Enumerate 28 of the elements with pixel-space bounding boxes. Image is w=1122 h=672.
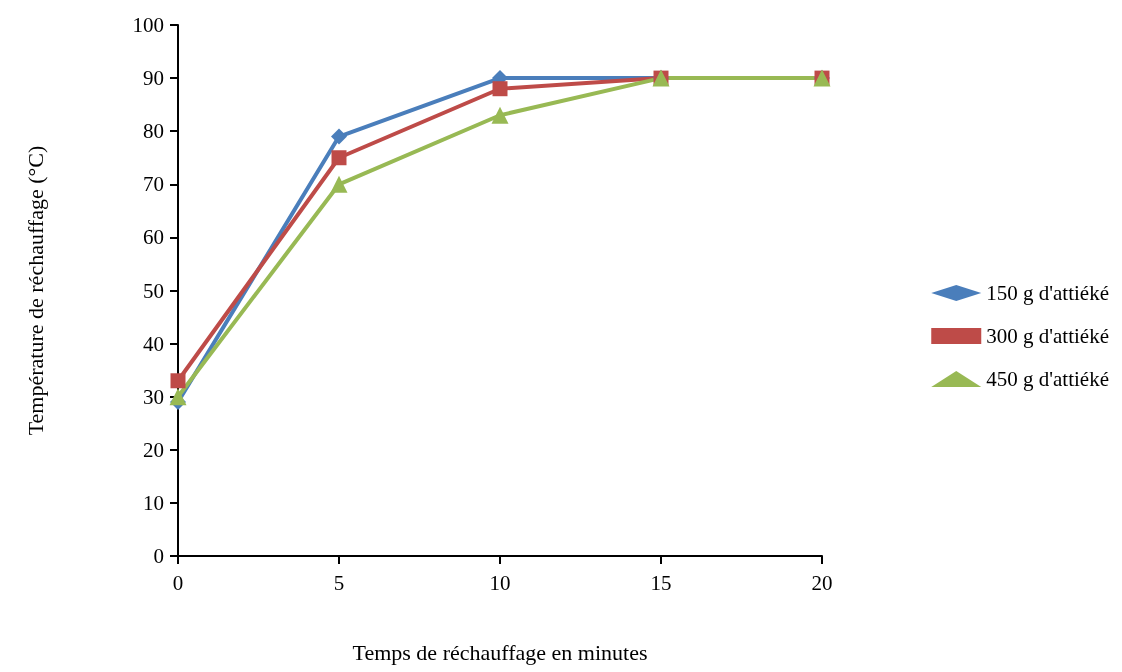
point <box>331 128 347 145</box>
point <box>169 388 187 406</box>
x-tick-label: 15 <box>650 570 672 595</box>
point <box>491 106 509 124</box>
y-tick-label: 10 <box>143 490 164 515</box>
x-tick-label: 0 <box>172 570 184 595</box>
y-tick-label: 20 <box>143 437 164 462</box>
legend-label: 300 g d'attiéké <box>986 324 1109 348</box>
y-tick-label: 100 <box>132 13 164 37</box>
y-tick-label: 90 <box>143 66 164 91</box>
y-tick-label: 70 <box>143 172 164 197</box>
y-tick-label: 80 <box>143 119 164 144</box>
x-tick-label: 10 <box>489 570 511 595</box>
point <box>170 373 186 389</box>
y-axis-title: Température de réchauffage (°C) <box>22 145 48 436</box>
legend-label: 450 g d'attiéké <box>986 367 1109 391</box>
legend-label: 150 g d'attiéké <box>986 281 1109 305</box>
y-tick-label: 60 <box>143 225 164 250</box>
y-tick-label: 0 <box>153 544 164 568</box>
point <box>330 175 348 193</box>
y-tick-label: 30 <box>143 384 164 409</box>
y-tick-label: 50 <box>143 278 164 303</box>
point <box>331 150 347 166</box>
point <box>492 81 508 97</box>
y-tick-label: 40 <box>143 331 164 356</box>
x-tick-label: 5 <box>333 570 345 595</box>
x-tick-label: 20 <box>811 570 833 595</box>
x-axis-title: Temps de réchauffage en minutes <box>352 639 648 665</box>
